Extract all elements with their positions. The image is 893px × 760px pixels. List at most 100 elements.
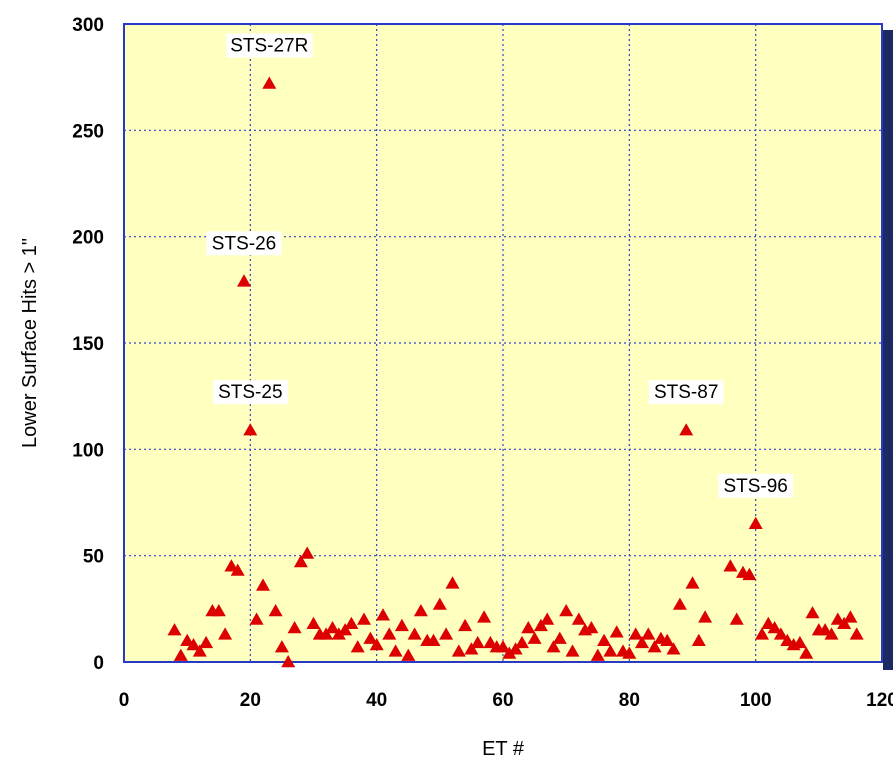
data-point-marker: [300, 546, 315, 559]
data-point-marker: [268, 604, 283, 617]
data-point-marker: [843, 610, 858, 623]
data-point-marker: [628, 627, 643, 640]
data-point-marker: [597, 633, 612, 646]
data-point-marker: [818, 623, 833, 636]
data-point-marker: [685, 576, 700, 589]
data-point-marker: [199, 635, 214, 649]
data-point-marker: [666, 642, 681, 655]
data-point-marker: [502, 646, 517, 659]
data-point-marker: [660, 633, 675, 646]
data-point-marker: [679, 423, 694, 436]
data-point-marker: [767, 621, 782, 634]
data-point-marker: [237, 274, 251, 287]
data-point-marker: [508, 642, 523, 655]
data-point-marker: [515, 635, 529, 649]
data-point-marker: [470, 635, 485, 649]
data-point-marker: [742, 567, 757, 581]
data-point-marker: [635, 635, 649, 649]
data-point-marker: [376, 608, 390, 621]
y-tick-label: 100: [72, 440, 104, 461]
data-point-marker: [609, 625, 624, 638]
data-point-marker: [350, 640, 365, 653]
annotation-label: STS-26: [212, 233, 276, 254]
data-point-marker: [698, 610, 713, 623]
annotation-label: STS-27R: [230, 36, 308, 57]
data-point-marker: [249, 612, 264, 625]
annotation-box: [718, 473, 794, 498]
data-point-marker: [672, 597, 687, 610]
y-tick-label: 300: [72, 15, 104, 36]
annotation-box: [206, 231, 282, 256]
data-point-marker: [382, 627, 397, 640]
data-point-marker: [691, 633, 706, 646]
data-point-marker: [571, 612, 586, 625]
data-point-marker: [603, 644, 618, 657]
annotation-label: STS-25: [218, 382, 282, 403]
data-point-marker: [799, 646, 814, 659]
data-point-marker: [167, 623, 182, 636]
x-tick-label: 80: [619, 690, 640, 711]
data-point-marker: [729, 612, 744, 625]
annotations: STS-27R STS-26 STS-25 STS-87 STS-96: [206, 33, 794, 498]
data-point-marker: [559, 604, 574, 617]
data-point-marker: [394, 618, 409, 632]
x-tick-label: 40: [366, 690, 387, 711]
data-point-marker: [262, 76, 277, 89]
data-point-marker: [256, 578, 270, 591]
data-point-marker: [451, 644, 466, 657]
data-point-marker: [723, 559, 738, 572]
data-point-marker: [445, 576, 460, 589]
data-point-marker: [281, 655, 296, 668]
data-point-marker: [552, 631, 567, 644]
x-tick-label: 0: [119, 690, 130, 711]
data-point-marker: [458, 618, 473, 632]
data-point-marker: [622, 646, 637, 659]
data-point-marker: [792, 635, 807, 649]
data-point-marker: [849, 627, 864, 640]
data-point-marker: [824, 627, 839, 640]
plot-frame: [123, 23, 883, 663]
data-point-marker: [293, 555, 308, 568]
data-point-marker: [540, 612, 555, 625]
data-point-marker: [319, 627, 334, 640]
data-point-marker: [230, 563, 245, 576]
data-point-marker: [173, 648, 188, 661]
data-point-marker: [211, 604, 226, 617]
data-point-marker: [755, 627, 769, 640]
data-point-marker: [243, 423, 258, 436]
data-point-marker: [837, 616, 852, 629]
data-point-marker: [218, 627, 233, 640]
data-point-marker: [338, 623, 353, 636]
y-tick-label: 50: [83, 547, 104, 568]
annotation-label: STS-96: [723, 476, 787, 497]
data-point-marker: [306, 616, 321, 629]
data-point-marker: [748, 516, 763, 529]
data-point-marker: [477, 610, 492, 623]
data-point-marker: [287, 621, 302, 634]
annotation-box: [212, 380, 288, 405]
data-point-marker: [357, 612, 371, 625]
data-point-marker: [388, 644, 403, 657]
y-tick-label: 0: [93, 653, 104, 674]
data-point-marker: [432, 597, 447, 610]
annotation-box: [648, 380, 724, 405]
y-tick-label: 250: [72, 121, 104, 142]
data-point-marker: [192, 644, 207, 657]
data-point-marker: [805, 606, 820, 619]
x-tick-label: 60: [492, 690, 513, 711]
data-point-marker: [426, 633, 441, 646]
data-point-marker: [641, 627, 656, 640]
data-point-marker: [773, 627, 788, 640]
data-point-marker: [363, 631, 378, 644]
data-point-marker: [369, 638, 384, 651]
y-axis-label: Lower Surface Hits > 1": [19, 238, 41, 448]
data-point-marker: [533, 618, 548, 632]
data-point-marker: [344, 616, 359, 629]
data-point-marker: [565, 644, 580, 657]
data-point-marker: [439, 627, 454, 640]
data-point-marker: [464, 642, 479, 655]
x-axis-label: ET #: [482, 738, 525, 760]
y-tick-labels: 0 50 100 150 200 250 300: [72, 15, 104, 674]
data-point-marker: [325, 621, 340, 634]
